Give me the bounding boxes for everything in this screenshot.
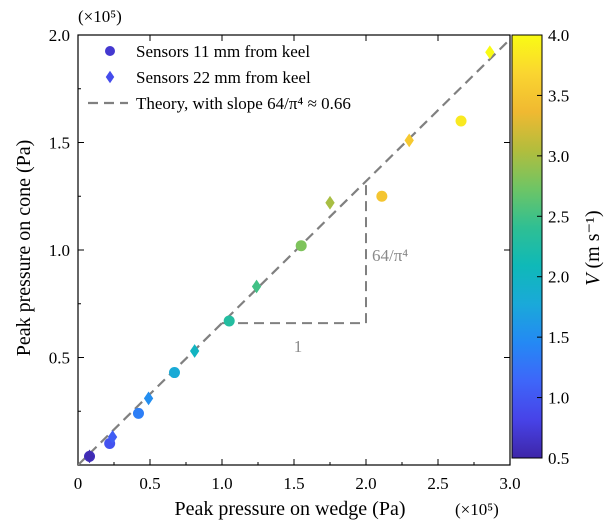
colorbar-tick-label: 2.0 bbox=[548, 268, 569, 287]
legend-label-sensors-11mm: Sensors 11 mm from keel bbox=[136, 42, 310, 61]
data-point-22mm bbox=[325, 195, 335, 210]
slope-vertical-label: 64/π⁴ bbox=[372, 246, 408, 265]
legend-label-theory: Theory, with slope 64/π⁴ ≈ 0.66 bbox=[136, 94, 351, 113]
data-point-11mm bbox=[132, 407, 144, 419]
colorbar-title-var: V bbox=[582, 271, 604, 286]
data-point-22mm bbox=[251, 279, 262, 294]
y-axis-title: Peak pressure on cone (Pa) bbox=[13, 140, 35, 357]
data-point-22mm bbox=[84, 449, 95, 464]
slope-triangle bbox=[222, 181, 367, 325]
legend-marker-circle bbox=[105, 46, 115, 56]
data-point-22mm bbox=[404, 133, 414, 148]
colorbar-tick-label: 1.0 bbox=[548, 389, 569, 408]
x-tick-label: 2.0 bbox=[355, 474, 376, 493]
colorbar bbox=[511, 34, 543, 459]
x-tick-label: 1.0 bbox=[211, 474, 232, 493]
x-tick-label: 0 bbox=[74, 474, 83, 493]
y-multiplier-label: (×10⁵) bbox=[78, 7, 122, 26]
legend-marker-diamond bbox=[105, 70, 115, 84]
y-tick-label: 1.5 bbox=[49, 134, 70, 153]
legend-label-sensors-22mm: Sensors 22 mm from keel bbox=[136, 68, 311, 87]
y-tick-label: 1.0 bbox=[49, 241, 70, 260]
slope-horizontal-label: 1 bbox=[294, 337, 303, 356]
x-tick-label: 1.5 bbox=[283, 474, 304, 493]
colorbar-tick-label: 3.0 bbox=[548, 147, 569, 166]
x-tick-label: 2.5 bbox=[427, 474, 448, 493]
data-point-22mm bbox=[189, 344, 200, 358]
colorbar-tick-label: 3.5 bbox=[548, 86, 569, 105]
data-point-22mm bbox=[107, 430, 118, 444]
colorbar-tick-label: 1.5 bbox=[548, 328, 569, 347]
y-tick-label: 0.5 bbox=[49, 349, 70, 368]
colorbar-title-units: (m s⁻¹) bbox=[582, 210, 604, 268]
data-point-11mm bbox=[168, 367, 180, 379]
colorbar-tick-label: 2.5 bbox=[548, 207, 569, 226]
data-point-22mm bbox=[485, 45, 495, 60]
colorbar-tick-label: 0.5 bbox=[548, 449, 569, 468]
data-point-11mm bbox=[223, 315, 235, 327]
data-point-22mm bbox=[143, 391, 154, 406]
colorbar-title: V (m s⁻¹) bbox=[582, 210, 604, 285]
y-tick-label: 2.0 bbox=[49, 26, 70, 45]
x-axis-title: Peak pressure on wedge (Pa) bbox=[174, 498, 405, 520]
data-point-11mm bbox=[295, 240, 307, 252]
data-point-11mm bbox=[455, 115, 467, 127]
colorbar-tick-label: 4.0 bbox=[548, 26, 569, 45]
x-tick-label: 3.0 bbox=[499, 474, 520, 493]
x-tick-label: 0.5 bbox=[139, 474, 160, 493]
data-point-11mm bbox=[376, 190, 388, 202]
x-multiplier-label: (×10⁵) bbox=[455, 500, 499, 519]
